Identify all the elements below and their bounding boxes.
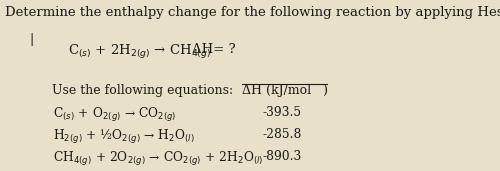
Text: -393.5: -393.5 — [262, 106, 302, 119]
Text: C$_{(s)}$ + O$_{2(g)}$ → CO$_{2(g)}$: C$_{(s)}$ + O$_{2(g)}$ → CO$_{2(g)}$ — [53, 106, 177, 124]
Text: ΔH (kJ/mol   ): ΔH (kJ/mol ) — [242, 84, 328, 97]
Text: Use the following equations:: Use the following equations: — [52, 84, 233, 97]
Text: -890.3: -890.3 — [262, 150, 302, 163]
Text: ΔH= ?: ΔH= ? — [192, 43, 236, 56]
Text: C$_{(s)}$ + 2H$_{2(g)}$ → CH$_{4(g)}$: C$_{(s)}$ + 2H$_{2(g)}$ → CH$_{4(g)}$ — [68, 43, 212, 61]
Text: H$_{2(g)}$ + ½O$_{2(g)}$ → H$_2$O$_{(l)}$: H$_{2(g)}$ + ½O$_{2(g)}$ → H$_2$O$_{(l)}… — [53, 128, 195, 146]
Text: -285.8: -285.8 — [262, 128, 302, 141]
Text: |: | — [30, 33, 34, 46]
Text: Determine the enthalpy change for the following reaction by applying Hess’ Law:: Determine the enthalpy change for the fo… — [4, 6, 500, 19]
Text: CH$_{4(g)}$ + 2O$_{2(g)}$ → CO$_{2(g)}$ + 2H$_2$O$_{(l)}$: CH$_{4(g)}$ + 2O$_{2(g)}$ → CO$_{2(g)}$ … — [53, 150, 264, 168]
